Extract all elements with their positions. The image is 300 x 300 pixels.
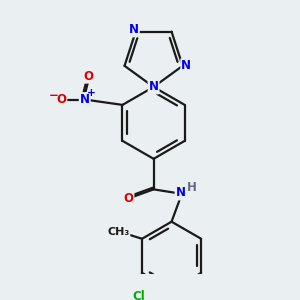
Text: CH₃: CH₃ xyxy=(107,226,130,237)
Text: O: O xyxy=(123,192,134,205)
Text: N: N xyxy=(176,187,185,200)
Text: N: N xyxy=(80,93,90,106)
Text: Cl: Cl xyxy=(132,290,145,300)
Text: N: N xyxy=(129,23,139,36)
Text: N: N xyxy=(181,59,191,72)
Text: O: O xyxy=(56,93,66,106)
Text: H: H xyxy=(187,181,197,194)
Text: +: + xyxy=(86,88,95,98)
Text: −: − xyxy=(49,89,58,102)
Text: N: N xyxy=(148,80,159,93)
Text: O: O xyxy=(83,70,93,83)
